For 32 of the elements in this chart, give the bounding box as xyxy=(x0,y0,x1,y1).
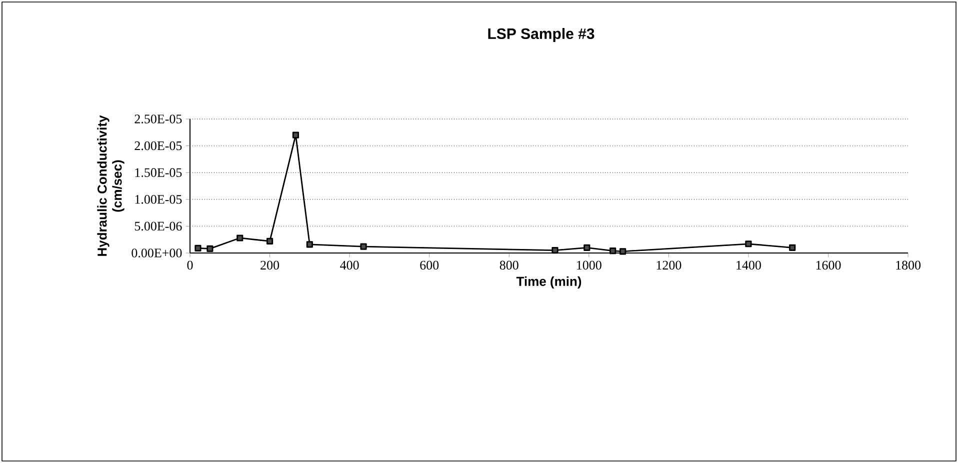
x-tick-label: 600 xyxy=(420,260,439,270)
point xyxy=(620,248,626,255)
point xyxy=(360,243,367,250)
x-tick-label: 1400 xyxy=(736,260,761,270)
chart-title: LSP Sample #3 xyxy=(488,28,594,42)
x-tick-label: 800 xyxy=(500,260,518,270)
x-tick-label: 1800 xyxy=(896,260,921,270)
x-axis-title: Time (min) xyxy=(516,276,582,289)
point xyxy=(292,132,300,138)
point xyxy=(610,248,616,254)
x-tick-label: 400 xyxy=(340,260,359,270)
y-tick-label: 1.50E-05 xyxy=(135,168,182,178)
x-tick-label: 0 xyxy=(187,260,193,270)
y-tick-label: 1.00E-05 xyxy=(135,194,182,204)
y-tick-label: 0.00E+00 xyxy=(132,248,182,258)
point xyxy=(236,234,244,242)
x-tick-label: 1000 xyxy=(577,260,602,270)
x-tick-label: 1200 xyxy=(656,260,682,270)
point xyxy=(306,241,313,248)
x-tick-label: 1600 xyxy=(816,260,841,270)
x-tick-label: 200 xyxy=(260,260,280,270)
point xyxy=(745,240,752,248)
point xyxy=(584,244,590,251)
point xyxy=(266,238,274,245)
y-axis-title: Hydraulic Conductivity (cm/sec) xyxy=(97,115,124,256)
y-tick-label: 5.00E-06 xyxy=(134,222,182,231)
point xyxy=(206,245,214,252)
point xyxy=(194,244,202,252)
point xyxy=(789,244,796,251)
y-tick-label: 2.50E-05 xyxy=(134,114,182,124)
y-tick-label: 2.00E-05 xyxy=(134,141,182,150)
point xyxy=(552,247,558,254)
